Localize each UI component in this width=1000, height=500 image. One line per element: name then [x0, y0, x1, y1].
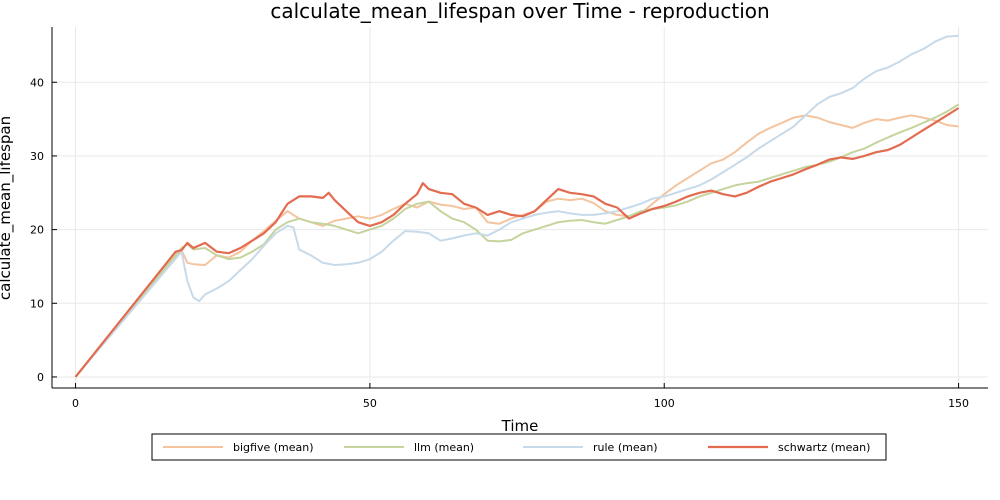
series-line-bigfive [74, 114, 959, 378]
series-lines [74, 34, 960, 378]
gridlines [52, 27, 988, 388]
y-tick-label: 30 [30, 150, 44, 163]
series-line-rule [74, 34, 959, 378]
x-tick-label: 0 [72, 397, 79, 410]
chart-title: calculate_mean_lifespan over Time - repr… [270, 0, 769, 23]
legend: bigfive (mean) llm (mean) rule (mean) schwa… [151, 433, 887, 461]
x-tick-label: 100 [654, 397, 675, 410]
legend-label: rule (mean) [593, 441, 658, 454]
x-axis-title: Time [501, 417, 539, 435]
legend-label: llm (mean) [414, 441, 474, 454]
axes: 0 50 100 150 0 10 20 30 40 [30, 27, 988, 410]
x-tick-label: 50 [363, 397, 377, 410]
legend-label: bigfive (mean) [233, 441, 314, 454]
series-line-llm [74, 103, 960, 378]
y-tick-label: 10 [30, 297, 44, 310]
legend-label: schwartz (mean) [778, 441, 870, 454]
y-tick-label: 40 [30, 76, 44, 89]
y-tick-label: 0 [37, 371, 44, 384]
x-tick-label: 150 [948, 397, 969, 410]
series-line-schwartz [74, 107, 960, 378]
y-axis-title: calculate_mean_lifespan [0, 116, 15, 300]
y-tick-label: 20 [30, 224, 44, 237]
